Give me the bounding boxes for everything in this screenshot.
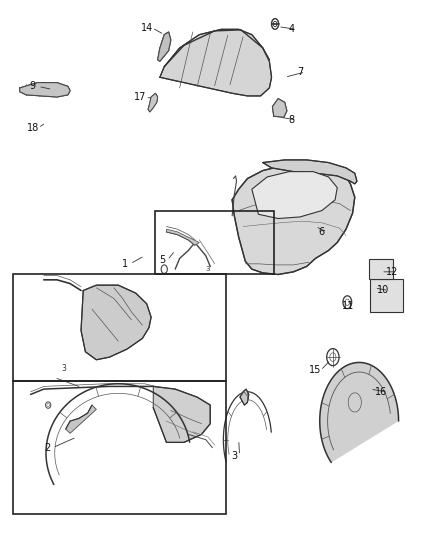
Text: 7: 7 [297, 67, 303, 77]
Text: 6: 6 [319, 227, 325, 237]
Text: 3: 3 [206, 266, 210, 272]
Text: 10: 10 [377, 286, 389, 295]
Bar [369, 259, 393, 279]
Polygon shape [81, 285, 151, 360]
Polygon shape [272, 99, 287, 117]
Text: 17: 17 [134, 92, 146, 102]
Text: 5: 5 [159, 255, 165, 265]
Polygon shape [166, 229, 199, 245]
Polygon shape [153, 386, 210, 442]
Text: 15: 15 [309, 366, 321, 375]
Text: 16: 16 [375, 387, 387, 397]
Text: 18: 18 [27, 123, 39, 133]
Text: 12: 12 [386, 267, 398, 277]
Text: 4: 4 [288, 25, 294, 34]
Text: 3: 3 [231, 451, 237, 461]
Polygon shape [66, 405, 96, 433]
Bar [13, 381, 226, 514]
Polygon shape [252, 172, 337, 219]
Text: 1: 1 [122, 259, 128, 269]
Text: 9: 9 [30, 82, 36, 91]
Polygon shape [20, 83, 70, 97]
Polygon shape [160, 29, 272, 96]
Text: 14: 14 [141, 23, 153, 33]
Polygon shape [240, 389, 249, 405]
Text: 2: 2 [44, 443, 50, 453]
Bar [155, 211, 274, 274]
Polygon shape [232, 165, 355, 274]
Polygon shape [263, 160, 357, 184]
Text: 11: 11 [342, 302, 354, 311]
Text: 3: 3 [61, 364, 66, 373]
Polygon shape [158, 32, 171, 61]
Text: 8: 8 [288, 115, 294, 125]
Polygon shape [320, 362, 399, 463]
Polygon shape [148, 93, 158, 112]
Bar [13, 274, 226, 381]
Bar [370, 279, 403, 312]
